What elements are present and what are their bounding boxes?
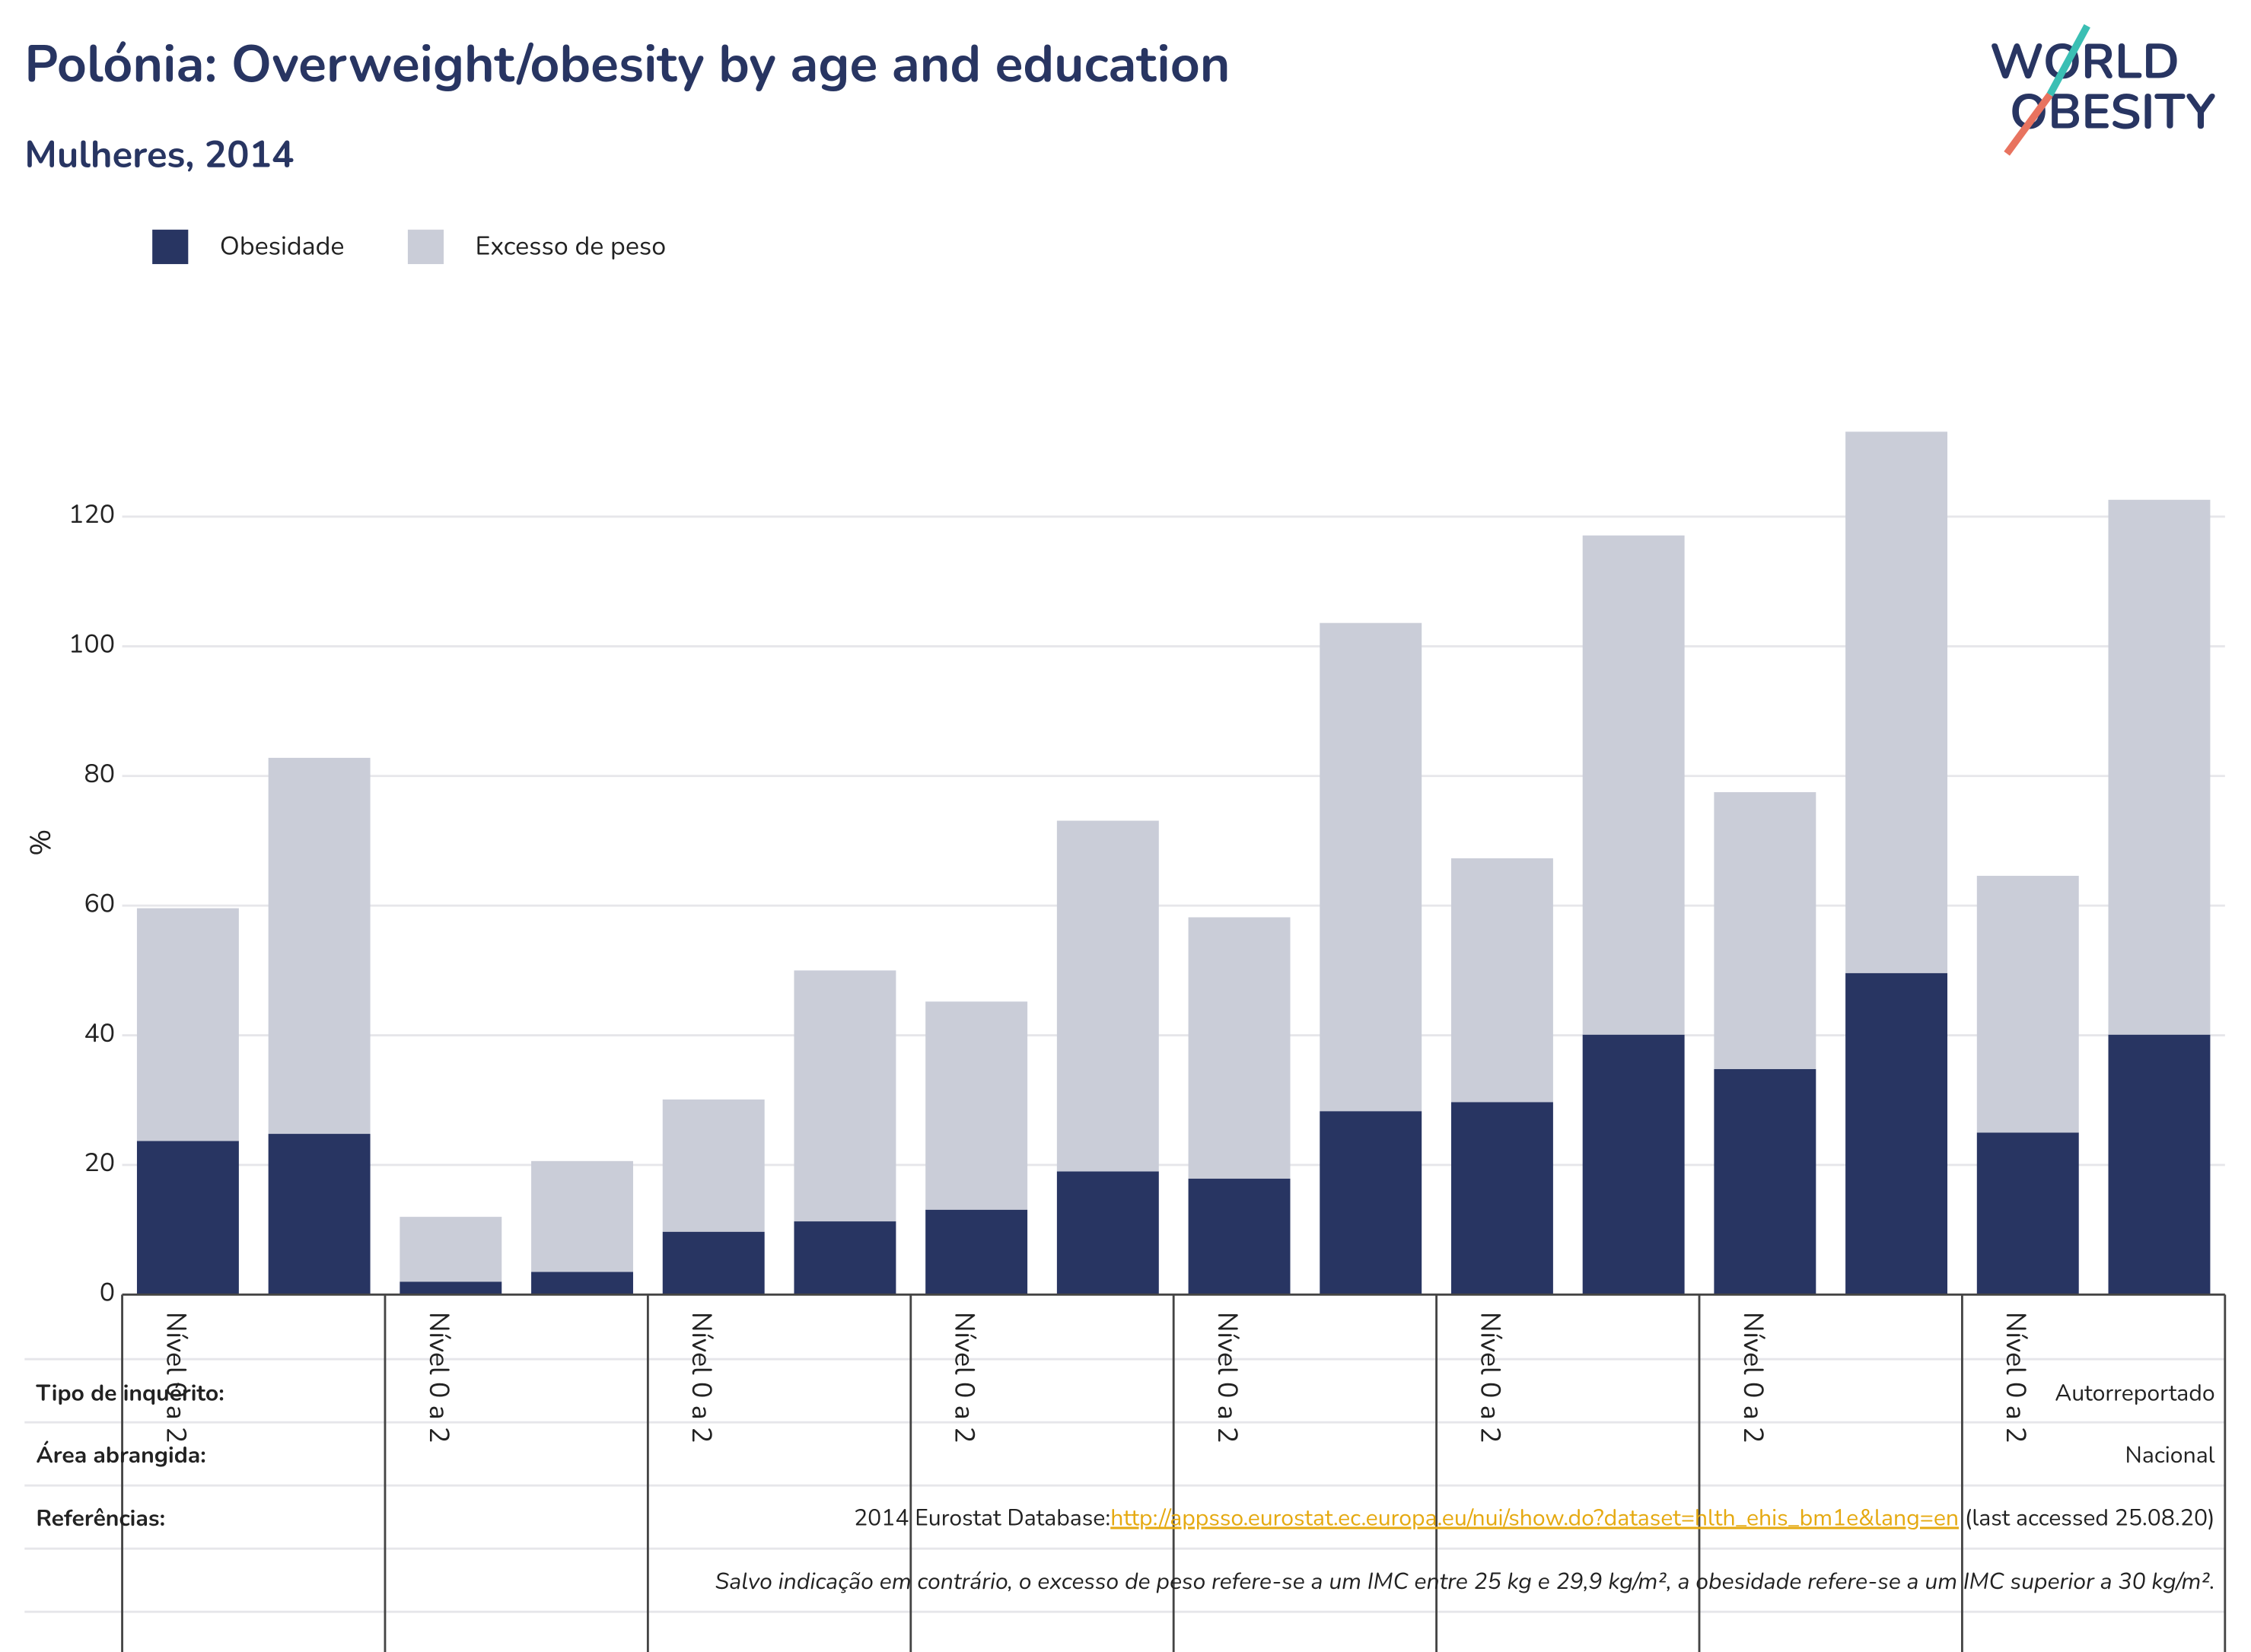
bar <box>2108 1034 2211 1295</box>
info-value: Autorreportado <box>2055 1377 2214 1409</box>
bar <box>925 1001 1028 1210</box>
y-tick-label: 0 <box>100 1275 115 1310</box>
bar <box>1582 1034 1685 1295</box>
reference-text: (last accessed 25.08.20) <box>1959 1502 2215 1534</box>
bar <box>1056 820 1159 1172</box>
bar <box>268 757 371 1135</box>
bar <box>1188 1178 1291 1295</box>
legend-swatch <box>407 229 444 265</box>
bar <box>1188 917 1291 1179</box>
bar <box>1582 535 1685 1035</box>
info-value: Nacional <box>2125 1439 2215 1471</box>
logo: WORLD OBESITY <box>1989 24 2216 156</box>
x-tick-label: Nível 0 a 2 <box>1997 1312 2034 1443</box>
chart-subtitle: Mulheres, 2014 <box>24 129 294 180</box>
y-tick-label: 40 <box>84 1016 115 1051</box>
y-tick-label: 60 <box>84 886 115 921</box>
bar <box>1056 1171 1159 1295</box>
bar <box>1714 792 1816 1069</box>
bar <box>1714 1068 1816 1295</box>
x-tick-label: Nível 0 a 2 <box>420 1312 457 1443</box>
note: Salvo indicação em contrário, o excesso … <box>715 1565 2215 1597</box>
bar <box>1976 1132 2079 1295</box>
bar <box>1450 858 1553 1103</box>
bar <box>925 1209 1028 1295</box>
bar <box>400 1217 502 1282</box>
bar <box>1450 1102 1553 1295</box>
logo-text: OBESITY <box>2010 78 2216 145</box>
bar <box>268 1134 371 1295</box>
bar <box>400 1281 502 1295</box>
info-label: Referências: <box>36 1502 165 1534</box>
legend-label: Excesso de peso <box>476 229 667 264</box>
legend-swatch <box>152 229 189 265</box>
bar <box>794 970 896 1222</box>
y-tick-label: 100 <box>68 627 115 662</box>
x-tick-label: Nível 0 a 2 <box>1208 1312 1246 1443</box>
bar <box>1320 1111 1422 1295</box>
bar <box>662 1231 765 1295</box>
y-tick-label: 120 <box>68 497 115 532</box>
x-tick-label: Nível 0 a 2 <box>683 1312 720 1443</box>
bar <box>136 908 239 1141</box>
logo-text: WORLD <box>1989 28 2179 95</box>
x-tick-label: Nível 0 a 2 <box>157 1312 194 1443</box>
bar <box>1320 622 1422 1112</box>
bar <box>662 1099 765 1232</box>
x-tick-label: Nível 0 a 2 <box>1734 1312 1772 1443</box>
info-label: Tipo de inquérito: <box>35 1377 224 1409</box>
y-tick-label: 80 <box>84 756 115 791</box>
y-tick-label: 20 <box>84 1145 115 1180</box>
bar <box>1845 431 1948 973</box>
bar <box>531 1272 633 1295</box>
y-axis-label: % <box>22 829 61 856</box>
reference-text: 2014 Eurostat Database: <box>854 1502 1110 1534</box>
legend-label: Obesidade <box>220 229 345 264</box>
logo-slash <box>2046 24 2090 97</box>
bar <box>531 1160 633 1272</box>
chart-title: Polónia: Overweight/obesity by age and e… <box>24 29 1230 100</box>
info-value: 2014 Eurostat Database:http://appsso.eur… <box>854 1502 2215 1534</box>
bar <box>2108 499 2211 1035</box>
x-tick-label: Nível 0 a 2 <box>946 1312 983 1443</box>
bar <box>136 1141 239 1295</box>
x-tick-label: Nível 0 a 2 <box>1471 1312 1508 1443</box>
info-label: Área abrangida: <box>36 1439 205 1471</box>
logo-slash <box>2004 92 2053 156</box>
reference-link[interactable]: http://appsso.eurostat.ec.europa.eu/nui/… <box>1110 1502 1959 1534</box>
bar <box>1845 972 1948 1295</box>
bar <box>1976 875 2079 1133</box>
bar <box>794 1221 896 1295</box>
